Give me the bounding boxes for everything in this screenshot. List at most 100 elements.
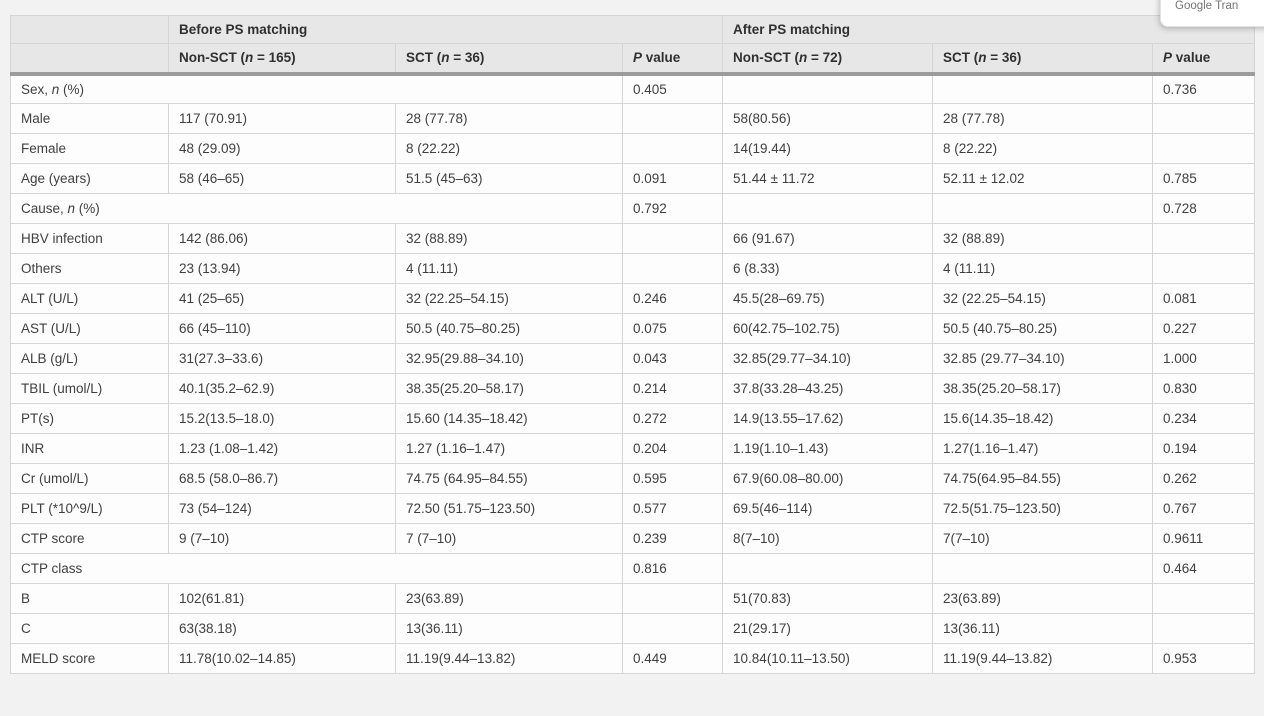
data-cell: 1.27(1.16–1.47) — [932, 433, 1154, 464]
p-value-cell — [1152, 613, 1256, 644]
p-value-cell — [621, 223, 724, 254]
p-value-cell: 0.081 — [1152, 283, 1256, 314]
data-cell — [722, 73, 934, 104]
data-cell: 142 (86.06) — [168, 223, 396, 254]
data-cell: 11.19(9.44–13.82) — [932, 643, 1154, 674]
data-cell — [932, 73, 1154, 104]
data-cell: 21(29.17) — [722, 613, 934, 644]
data-cell: 67.9(60.08–80.00) — [722, 463, 934, 494]
table-row: Others 23 (13.94) 4 (11.11) 6 (8.33) 4 (11.1… — [10, 253, 1256, 284]
row-label: PLT (*10^9/L) — [10, 493, 169, 524]
data-cell: 58 (46–65) — [168, 163, 396, 194]
data-cell: 32.85(29.77–34.10) — [722, 343, 934, 374]
row-label: CTP class — [10, 553, 623, 584]
row-label: PT(s) — [10, 403, 169, 434]
ps-matching-table-container: Before PS matching After PS matching Non-S… — [10, 15, 1256, 674]
row-label: Others — [10, 253, 169, 284]
row-label: CTP score — [10, 523, 169, 554]
data-cell: 45.5(28–69.75) — [722, 283, 934, 314]
data-cell: 13(36.11) — [932, 613, 1154, 644]
row-label: Cr (umol/L) — [10, 463, 169, 494]
data-cell: 23(63.89) — [395, 583, 623, 614]
data-cell: 4 (11.11) — [395, 253, 623, 284]
data-cell: 51.5 (45–63) — [395, 163, 623, 194]
data-cell: 1.19(1.10–1.43) — [722, 433, 934, 464]
data-cell: 63(38.18) — [168, 613, 396, 644]
row-label: B — [10, 583, 169, 614]
data-cell — [932, 553, 1154, 584]
p-value-cell: 0.272 — [621, 403, 724, 434]
data-cell: 40.1(35.2–62.9) — [168, 373, 396, 404]
row-label: INR — [10, 433, 169, 464]
column-header: SCT (n = 36) — [395, 43, 623, 76]
p-value-cell — [621, 133, 724, 164]
ps-matching-table: Before PS matching After PS matching Non-S… — [10, 15, 1256, 674]
table-row: INR 1.23 (1.08–1.42) 1.27 (1.16–1.47) 0.204… — [10, 433, 1256, 464]
p-value-cell: 0.728 — [1152, 193, 1256, 224]
p-value-cell — [1152, 103, 1256, 134]
row-label: ALB (g/L) — [10, 343, 169, 374]
data-cell: 8 (22.22) — [395, 133, 623, 164]
p-value-cell: 0.234 — [1152, 403, 1256, 434]
data-cell: 68.5 (58.0–86.7) — [168, 463, 396, 494]
table-row: TBIL (umol/L) 40.1(35.2–62.9) 38.35(25.20–… — [10, 373, 1256, 404]
google-translate-popup[interactable]: Google Tran — [1160, 0, 1264, 27]
p-value-cell — [1152, 223, 1256, 254]
data-cell: 69.5(46–114) — [722, 493, 934, 524]
data-cell: 32 (88.89) — [932, 223, 1154, 254]
google-translate-label: Google Tran — [1175, 0, 1239, 12]
p-value-cell — [1152, 583, 1256, 614]
data-cell: 66 (45–110) — [168, 313, 396, 344]
p-value-cell: 0.830 — [1152, 373, 1256, 404]
p-value-cell: 0.194 — [1152, 433, 1256, 464]
data-cell: 72.5(51.75–123.50) — [932, 493, 1154, 524]
row-label: Cause, n (%) — [10, 193, 623, 224]
data-cell: 60(42.75–102.75) — [722, 313, 934, 344]
data-cell: 32 (22.25–54.15) — [395, 283, 623, 314]
column-header-row: Non-SCT (n = 165) SCT (n = 36) P value Non-… — [10, 43, 1256, 76]
data-cell: 9 (7–10) — [168, 523, 396, 554]
data-cell — [722, 193, 934, 224]
data-cell: 74.75 (64.95–84.55) — [395, 463, 623, 494]
p-value-cell: 0.239 — [621, 523, 724, 554]
p-value-cell — [621, 103, 724, 134]
data-cell: 50.5 (40.75–80.25) — [932, 313, 1154, 344]
p-value-cell: 0.767 — [1152, 493, 1256, 524]
data-cell: 6 (8.33) — [722, 253, 934, 284]
data-cell: 28 (77.78) — [395, 103, 623, 134]
data-cell: 15.2(13.5–18.0) — [168, 403, 396, 434]
p-value-cell: 0.464 — [1152, 553, 1256, 584]
p-value-cell — [621, 583, 724, 614]
data-cell: 28 (77.78) — [932, 103, 1154, 134]
p-value-cell — [1152, 133, 1256, 164]
p-value-cell — [621, 613, 724, 644]
data-cell: 74.75(64.95–84.55) — [932, 463, 1154, 494]
table-row: CTP score 9 (7–10) 7 (7–10) 0.239 8(7–10) 7(7… — [10, 523, 1256, 554]
data-cell: 1.23 (1.08–1.42) — [168, 433, 396, 464]
row-label: Sex, n (%) — [10, 73, 623, 104]
data-cell: 32.85 (29.77–34.10) — [932, 343, 1154, 374]
p-value-cell: 0.091 — [621, 163, 724, 194]
data-cell: 38.35(25.20–58.17) — [932, 373, 1154, 404]
data-cell: 38.35(25.20–58.17) — [395, 373, 623, 404]
data-cell: 58(80.56) — [722, 103, 934, 134]
row-label: C — [10, 613, 169, 644]
data-cell: 31(27.3–33.6) — [168, 343, 396, 374]
data-cell: 117 (70.91) — [168, 103, 396, 134]
row-label: HBV infection — [10, 223, 169, 254]
data-cell: 52.11 ± 12.02 — [932, 163, 1154, 194]
p-value-cell: 0.595 — [621, 463, 724, 494]
data-cell: 41 (25–65) — [168, 283, 396, 314]
row-label: Age (years) — [10, 163, 169, 194]
data-cell: 10.84(10.11–13.50) — [722, 643, 934, 674]
column-header: Non-SCT (n = 165) — [168, 43, 396, 76]
data-cell: 50.5 (40.75–80.25) — [395, 313, 623, 344]
table-row: Age (years) 58 (46–65) 51.5 (45–63) 0.091 51… — [10, 163, 1256, 194]
row-label: AST (U/L) — [10, 313, 169, 344]
data-cell: 14.9(13.55–17.62) — [722, 403, 934, 434]
table-row: AST (U/L) 66 (45–110) 50.5 (40.75–80.25) 0.… — [10, 313, 1256, 344]
data-cell: 7 (7–10) — [395, 523, 623, 554]
data-cell: 102(61.81) — [168, 583, 396, 614]
data-cell: 14(19.44) — [722, 133, 934, 164]
table-row: C 63(38.18) 13(36.11) 21(29.17) 13(36.11) — [10, 613, 1256, 644]
